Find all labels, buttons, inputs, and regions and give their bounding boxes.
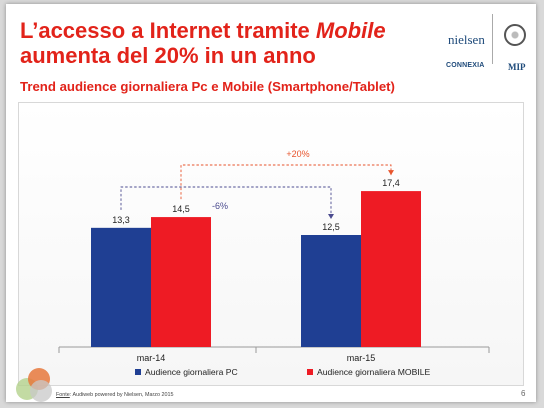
bar-mobile-mar-15 [361, 191, 421, 347]
connexia-logo: CONNEXIA [446, 62, 485, 69]
data-label-mobile-mar-15: 17,4 [382, 178, 400, 188]
mip-logo: MIP [508, 62, 526, 72]
data-label-pc-mar-14: 13,3 [112, 215, 130, 225]
title-line1-prefix: L’accesso a Internet tramite [20, 18, 316, 43]
data-label-mobile-mar-14: 14,5 [172, 204, 190, 214]
slide-subtitle: Trend audience giornaliera Pc e Mobile (… [20, 79, 395, 94]
slide: L’accesso a Internet tramite Mobile aume… [6, 4, 536, 402]
x-tick-label-mar-14: mar-14 [137, 353, 166, 363]
title-line2: aumenta del 20% in un anno [20, 43, 316, 68]
annotation-line-pc [120, 186, 332, 219]
source-text: : Audiweb powered by Nielsen, Marzo 2015 [69, 392, 174, 398]
annotation-arrowhead-mobile [388, 170, 394, 176]
data-label-pc-mar-15: 12,5 [322, 222, 340, 232]
decorative-circles-icon [14, 366, 54, 402]
annotation-line-mobile [180, 164, 392, 200]
chart-panel: 13,3 12,5 14,5 17,4 mar-14 mar-15 -6% +20% Audie… [18, 102, 524, 386]
source-label: Fonte [56, 392, 70, 398]
mip-logo-rule [492, 14, 501, 64]
legend-swatch-pc [135, 369, 141, 375]
legend-swatch-mobile [307, 369, 313, 375]
bar-pc-mar-15 [301, 235, 361, 347]
grey-circle-icon [30, 380, 52, 402]
annotation-text-mobile: +20% [286, 149, 309, 159]
slide-title: L’accesso a Internet tramite Mobile aume… [20, 18, 430, 68]
page-number: 6 [521, 389, 526, 398]
annotation-text-pc: -6% [212, 201, 228, 211]
mip-seal-icon [504, 24, 526, 46]
source-note: Fonte: Audiweb powered by Nielsen, Marzo… [56, 392, 173, 398]
legend-label-pc: Audience giornaliera PC [145, 367, 238, 377]
bar-chart: 13,3 12,5 14,5 17,4 mar-14 mar-15 -6% +20% Audie… [58, 149, 490, 377]
x-tick-label-mar-15: mar-15 [347, 353, 376, 363]
logos: nielsen CONNEXIA MIP [444, 10, 534, 80]
bar-mobile-mar-14 [151, 217, 211, 347]
nielsen-logo: nielsen [448, 32, 485, 47]
bar-pc-mar-14 [91, 227, 151, 347]
annotation-arrowhead-pc [328, 214, 334, 219]
legend-label-mobile: Audience giornaliera MOBILE [317, 367, 430, 377]
title-line1-emphasis: Mobile [315, 18, 386, 43]
